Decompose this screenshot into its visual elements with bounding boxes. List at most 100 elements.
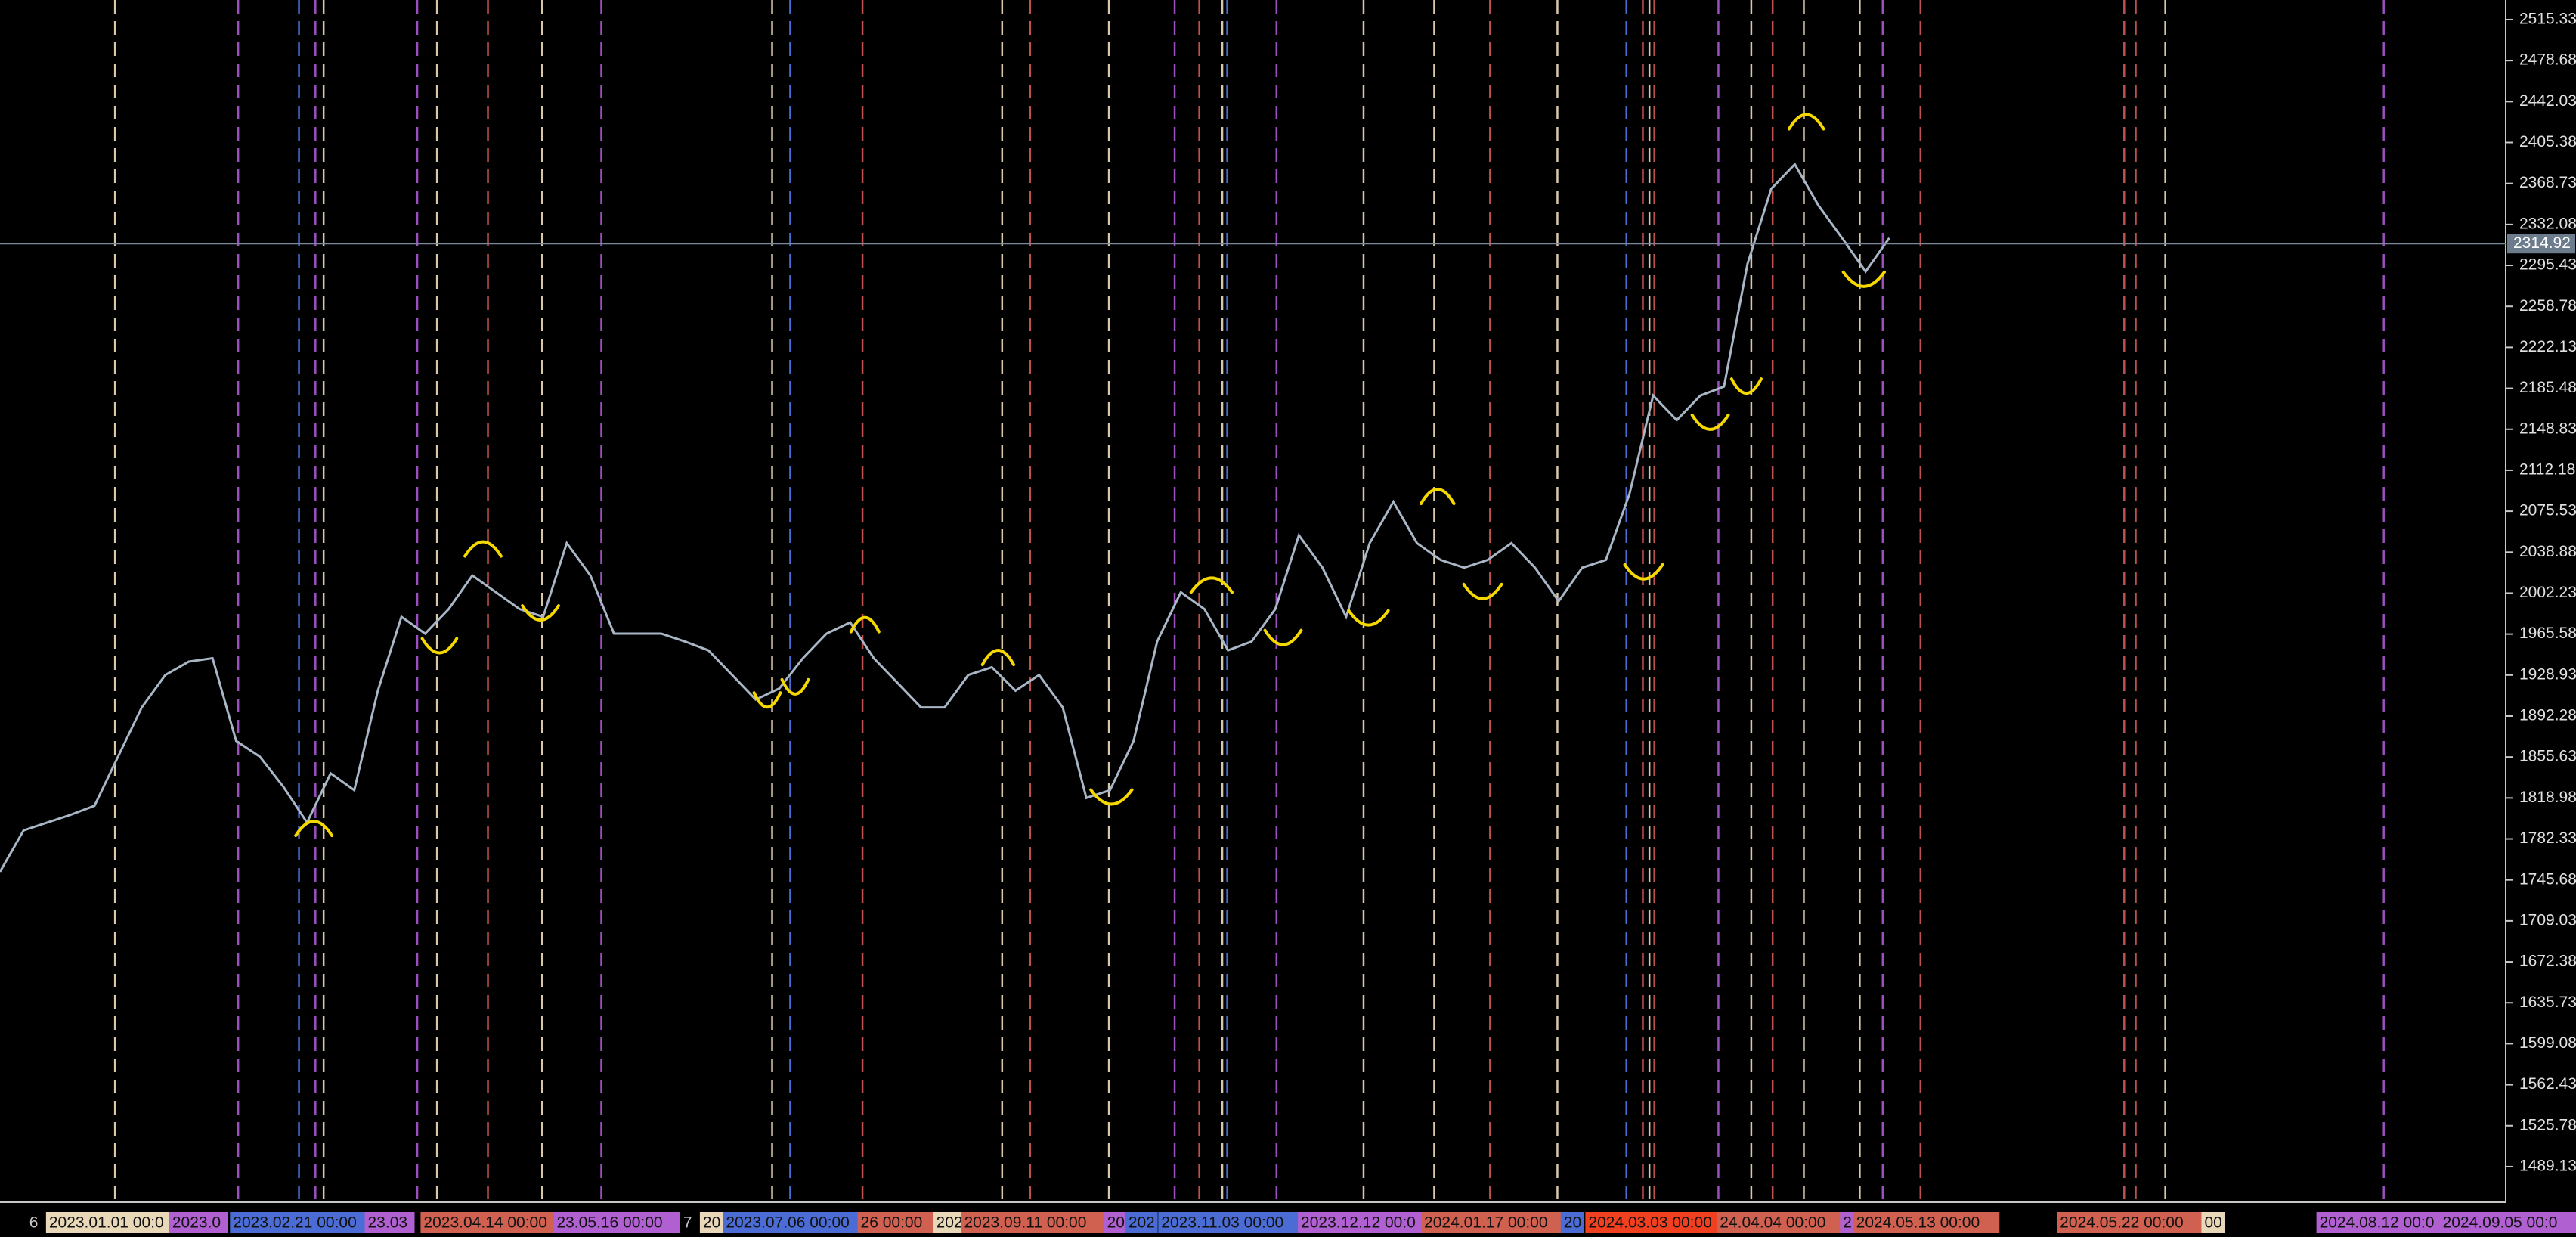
annotation — [1462, 582, 1503, 600]
y-tick-label: 1782.33 — [2519, 829, 2576, 847]
annotation — [1263, 628, 1303, 646]
y-tick-label: 1635.73 — [2519, 994, 2576, 1011]
y-tick-label: 2295.43 — [2519, 256, 2576, 274]
date-label: 2023.09.11 00:00 — [964, 1214, 1086, 1232]
annotation — [1623, 563, 1664, 581]
date-label-box — [45, 1212, 184, 1233]
date-label: 6 — [29, 1214, 39, 1232]
y-tick-label: 1965.58 — [2519, 625, 2576, 642]
date-label-box — [933, 1212, 966, 1233]
annotation — [294, 820, 334, 838]
date-label: 2023.01.01 00:0 — [49, 1214, 164, 1232]
date-label-box — [1125, 1212, 1158, 1233]
y-tick-label: 1892.28 — [2519, 707, 2576, 724]
date-label: 202 — [937, 1214, 963, 1232]
date-label-box — [2439, 1212, 2576, 1233]
date-label: 2023.04.14 00:00 — [423, 1214, 547, 1232]
date-label: 2024.05.13 00:00 — [1856, 1214, 1980, 1232]
price-line — [0, 162, 1890, 873]
y-tick-label: 1525.78 — [2519, 1116, 2576, 1133]
date-label: 23.05.16 00:00 — [556, 1214, 662, 1232]
date-label-box — [364, 1212, 415, 1233]
date-label-box — [1158, 1212, 1305, 1233]
date-label: 20 — [1107, 1214, 1125, 1232]
date-label-box — [1560, 1212, 1584, 1233]
date-label: 2 — [1843, 1214, 1852, 1232]
y-tick-label: 2112.18 — [2519, 460, 2575, 478]
y-tick-label: 2515.33 — [2519, 11, 2576, 28]
y-tick-label: 1745.68 — [2519, 870, 2576, 888]
date-label: 2024.09.05 00:0 — [2443, 1214, 2558, 1232]
date-label: 20 — [1564, 1214, 1581, 1232]
y-tick-label: 2148.83 — [2519, 420, 2576, 437]
y-tick-label: 2038.88 — [2519, 543, 2576, 560]
date-label: 2023.11.03 00:00 — [1161, 1214, 1283, 1232]
date-label: 2023.07.06 00:00 — [726, 1214, 850, 1232]
date-label-box — [1717, 1212, 1846, 1233]
date-label: 2024.05.22 00:00 — [2060, 1214, 2184, 1232]
date-label-box — [2316, 1212, 2454, 1233]
annotation — [780, 677, 810, 696]
date-label: 00 — [2204, 1214, 2221, 1232]
current-price-label: 2314.92 — [2513, 234, 2571, 252]
date-label: 2023.02.21 00:00 — [233, 1214, 357, 1232]
date-label-box — [1421, 1212, 1568, 1233]
y-tick-label: 2222.13 — [2519, 338, 2576, 355]
annotation — [1690, 413, 1730, 431]
date-label: 24.04.04 00:00 — [1720, 1214, 1825, 1232]
date-label-box — [723, 1212, 869, 1233]
annotation — [1189, 576, 1234, 594]
annotation — [1841, 270, 1886, 288]
date-label-box — [1298, 1212, 1436, 1233]
annotation — [1089, 788, 1134, 806]
date-label-box — [857, 1212, 934, 1233]
date-label: 2024.08.12 00:0 — [2320, 1214, 2435, 1232]
y-tick-label: 2185.48 — [2519, 379, 2576, 396]
y-tick-label: 2075.53 — [2519, 502, 2576, 519]
annotation — [1729, 377, 1763, 395]
y-tick-label: 2478.68 — [2519, 51, 2576, 69]
current-price-box — [2507, 234, 2575, 254]
y-tick-label: 1672.38 — [2519, 953, 2576, 970]
y-tick-label: 1599.08 — [2519, 1034, 2576, 1052]
y-tick-label: 1855.63 — [2519, 748, 2576, 765]
y-tick-label: 1818.98 — [2519, 789, 2576, 806]
date-label: 7 — [683, 1214, 692, 1232]
date-label-box — [2057, 1212, 2203, 1233]
annotation — [420, 637, 459, 655]
y-tick-label: 2405.38 — [2519, 133, 2576, 150]
y-tick-label: 1709.03 — [2519, 911, 2576, 929]
date-label-box — [2201, 1212, 2225, 1233]
annotation — [1347, 609, 1390, 627]
date-label-box — [420, 1212, 568, 1233]
date-label-box — [553, 1212, 683, 1233]
y-tick-label: 2332.08 — [2519, 215, 2576, 232]
y-tick-label: 1489.13 — [2519, 1157, 2576, 1174]
date-label: 26 00:00 — [861, 1214, 923, 1232]
date-label: 2024.01.17 00:00 — [1424, 1214, 1548, 1232]
date-label-box — [230, 1212, 376, 1233]
annotation — [752, 691, 782, 709]
y-tick-label: 2442.03 — [2519, 92, 2576, 110]
date-label-box — [26, 1212, 42, 1233]
y-tick-label: 2258.78 — [2519, 297, 2576, 315]
date-label: 20 — [703, 1214, 720, 1232]
date-label-box — [961, 1212, 1108, 1233]
date-label: 23.03 — [368, 1214, 408, 1232]
annotation — [463, 540, 503, 558]
date-label-box — [169, 1212, 228, 1233]
y-tick-label: 2002.23 — [2519, 584, 2576, 601]
date-label-box — [1840, 1212, 1855, 1233]
annotation — [980, 649, 1016, 667]
date-label: 2023.12.12 00:0 — [1301, 1214, 1416, 1232]
y-tick-label: 1562.43 — [2519, 1075, 2576, 1093]
annotation — [849, 615, 881, 634]
annotation — [1787, 113, 1825, 131]
date-label-box — [699, 1212, 724, 1233]
y-tick-label: 1928.93 — [2519, 665, 2576, 683]
date-label-box — [1585, 1212, 1732, 1233]
annotation — [1420, 488, 1456, 506]
date-label: 2023.0 — [172, 1214, 221, 1232]
